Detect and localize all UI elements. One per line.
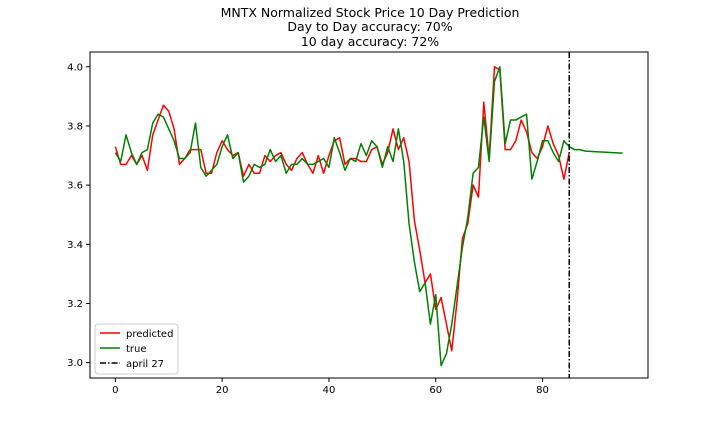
y-tick-label-3.8: 3.8 (67, 121, 83, 132)
legend-label-true: true (126, 344, 147, 355)
y-tick-label-3.4: 3.4 (67, 240, 83, 251)
y-tick-label-4.0: 4.0 (67, 62, 83, 73)
y-tick-label-3.2: 3.2 (67, 299, 83, 310)
chart-title: MNTX Normalized Stock Price 10 Day Predi… (221, 5, 520, 20)
y-tick-label-3.6: 3.6 (67, 181, 83, 192)
chart-subtitle-day-accuracy: Day to Day accuracy: 70% (287, 19, 452, 34)
plot-area: 0 20 40 60 80 3.0 3.2 3.4 3.6 3.8 4.0 (67, 51, 649, 396)
x-tick-label-20: 20 (216, 385, 229, 396)
series-line-true (114, 66, 623, 367)
x-tick-label-40: 40 (323, 385, 336, 396)
y-tick-label-3.0: 3.0 (67, 358, 83, 369)
chart-subtitle-ten-day-accuracy: 10 day accuracy: 72% (301, 34, 439, 49)
legend-frame (94, 323, 179, 375)
legend: predicted true april 27 (94, 323, 179, 375)
x-tick-label-80: 80 (536, 385, 549, 396)
legend-label-predicted: predicted (126, 329, 173, 340)
legend-label-april-27: april 27 (126, 359, 164, 370)
x-tick-label-60: 60 (429, 385, 442, 396)
series-line-predicted (114, 66, 570, 352)
axes-frame (89, 51, 649, 379)
x-tick-label-0: 0 (112, 385, 118, 396)
